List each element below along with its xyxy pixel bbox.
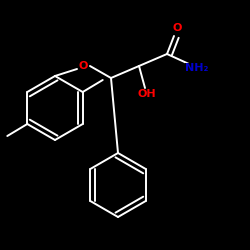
- Text: OH: OH: [138, 89, 156, 99]
- Text: NH₂: NH₂: [185, 63, 209, 73]
- Text: O: O: [172, 23, 182, 33]
- Text: O: O: [78, 61, 88, 71]
